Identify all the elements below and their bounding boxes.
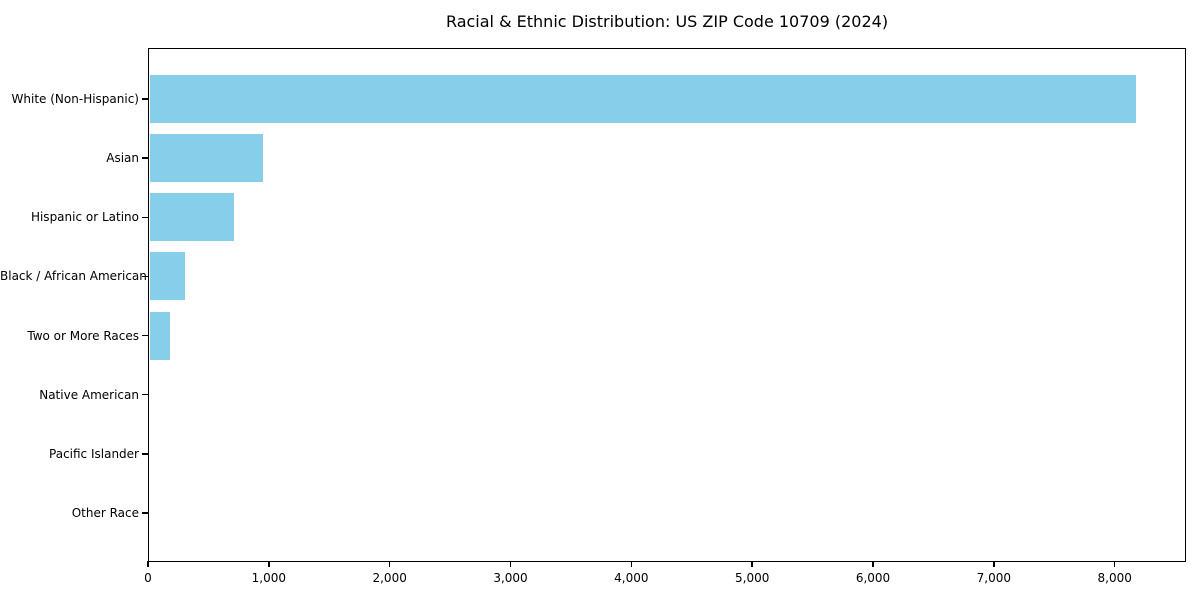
x-tick-mark <box>993 561 995 567</box>
plot-area <box>148 48 1186 562</box>
bar-black-african-american <box>149 252 185 301</box>
bar-white-non-hispanic <box>149 75 1137 123</box>
bar-hispanic-or-latino <box>149 193 235 242</box>
y-tick-mark <box>142 98 148 100</box>
x-tick-label: 0 <box>144 571 152 585</box>
x-tick-mark <box>147 561 149 567</box>
x-tick-label: 2,000 <box>372 571 407 585</box>
x-tick-mark <box>872 561 874 567</box>
y-tick-mark <box>142 157 148 159</box>
y-axis-category-label: Hispanic or Latino <box>30 210 139 225</box>
x-tick-label: 7,000 <box>976 571 1012 585</box>
x-tick-mark <box>268 561 270 567</box>
x-tick-label: 6,000 <box>855 571 891 585</box>
x-tick-mark <box>751 561 753 567</box>
x-tick-mark <box>1113 561 1116 567</box>
y-axis-category-label: Asian <box>106 151 139 166</box>
x-tick-mark <box>388 561 391 567</box>
y-tick-mark <box>142 512 148 514</box>
y-axis-category-label: White (Non-Hispanic) <box>11 92 139 106</box>
x-tick-label: 8,000 <box>1097 571 1132 585</box>
x-tick-label: 1,000 <box>251 571 286 585</box>
y-axis-category-label: Black / African American <box>0 269 147 284</box>
y-axis-category-label: Pacific Islander <box>49 446 139 461</box>
y-tick-mark <box>142 393 148 396</box>
x-tick-label: 3,000 <box>493 571 528 585</box>
chart-title: Racial & Ethnic Distribution: US ZIP Cod… <box>445 12 889 31</box>
y-axis-category-label: Two or More Races <box>27 328 139 343</box>
x-tick-label: 4,000 <box>614 571 649 585</box>
y-tick-mark <box>142 275 148 278</box>
x-tick-label: 5,000 <box>735 571 770 585</box>
bar-asian <box>149 134 263 183</box>
y-tick-mark <box>142 453 148 455</box>
x-tick-mark <box>630 561 633 567</box>
y-tick-mark <box>142 334 148 337</box>
y-tick-mark <box>142 216 148 219</box>
bar-two-or-more-races <box>149 311 170 360</box>
y-axis-category-label: Other Race <box>71 505 139 520</box>
y-axis-category-label: Native American <box>39 387 139 402</box>
x-tick-mark <box>509 561 512 567</box>
